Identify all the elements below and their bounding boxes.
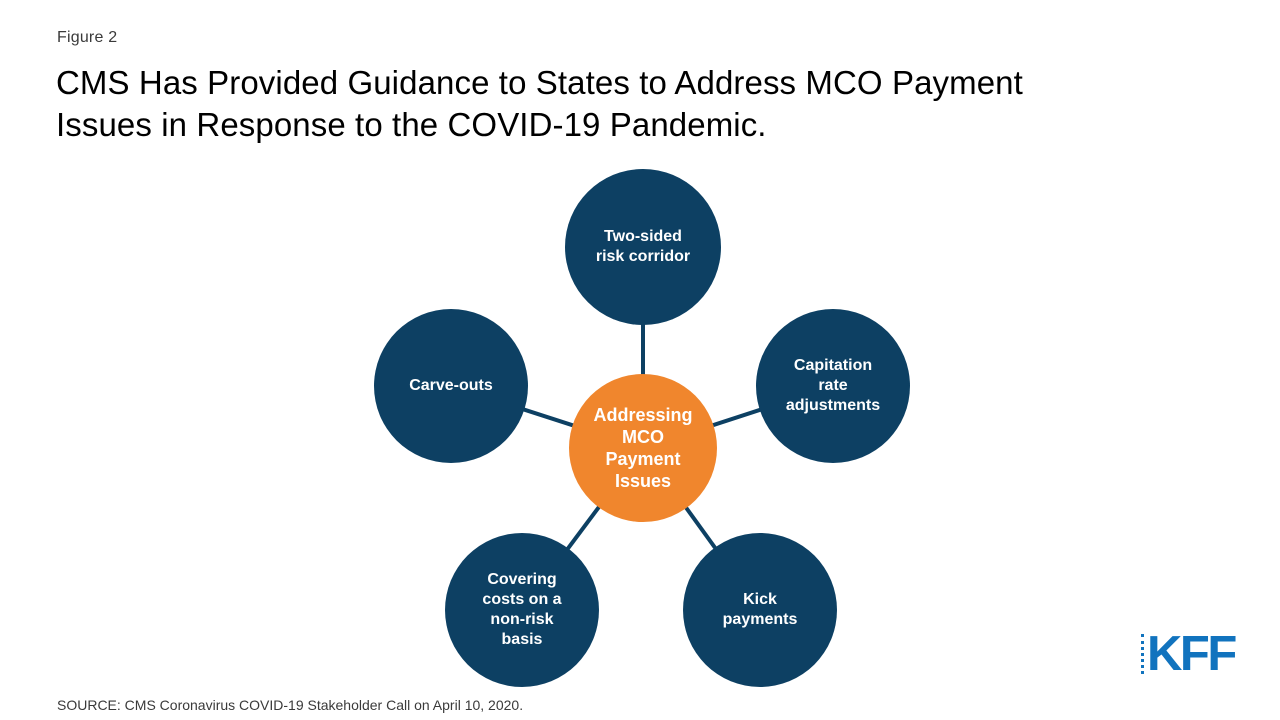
node-covering-costs-non-risk-basis: Covering costs on a non-risk basis	[445, 533, 599, 687]
node-capitation-rate-adjustments: Capitation rate adjustments	[756, 309, 910, 463]
kff-logo: KFF	[1141, 627, 1237, 681]
node-label: Two-sided risk corridor	[595, 228, 691, 265]
node-label: Covering costs on a non-risk basis	[482, 571, 562, 648]
node-carve-outs: Carve-outs	[374, 309, 528, 463]
source-citation: SOURCE: CMS Coronavirus COVID-19 Stakeho…	[57, 697, 524, 713]
node-two-sided-risk-corridor: Two-sided risk corridor	[565, 169, 721, 325]
kff-logo-dotted-bar-icon	[1141, 634, 1144, 674]
kff-logo-text: KFF	[1147, 627, 1237, 681]
node-label: Kick payments	[722, 591, 798, 628]
figure-number-label: Figure 2	[57, 29, 118, 46]
node-label: Capitation rate adjustments	[785, 357, 881, 414]
node-label: Carve-outs	[409, 377, 493, 394]
node-kick-payments: Kick payments	[683, 533, 837, 687]
node-center-addressing-mco-payment-issues: Addressing MCO Payment Issues	[569, 374, 717, 522]
page-title: CMS Has Provided Guidance to States to A…	[56, 64, 1023, 143]
center-node-label: Addressing MCO Payment Issues	[593, 405, 693, 491]
